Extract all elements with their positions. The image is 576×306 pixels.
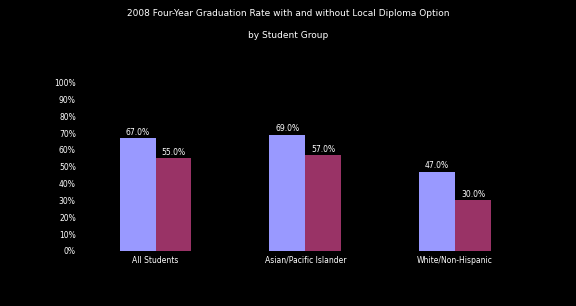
Text: 47.0%: 47.0% [425,162,449,170]
Bar [419,172,455,251]
Bar [305,155,341,251]
Bar [270,135,305,251]
Text: 69.0%: 69.0% [275,125,300,133]
Text: 2008 Four-Year Graduation Rate with and without Local Diploma Option: 2008 Four-Year Graduation Rate with and … [127,9,449,18]
Bar [156,159,191,251]
Text: by Student Group: by Student Group [248,31,328,39]
Text: 57.0%: 57.0% [311,145,335,154]
Text: 30.0%: 30.0% [461,190,485,199]
Bar [120,138,156,251]
Bar [455,200,491,251]
Text: 67.0%: 67.0% [126,128,150,137]
Text: 55.0%: 55.0% [161,148,185,157]
